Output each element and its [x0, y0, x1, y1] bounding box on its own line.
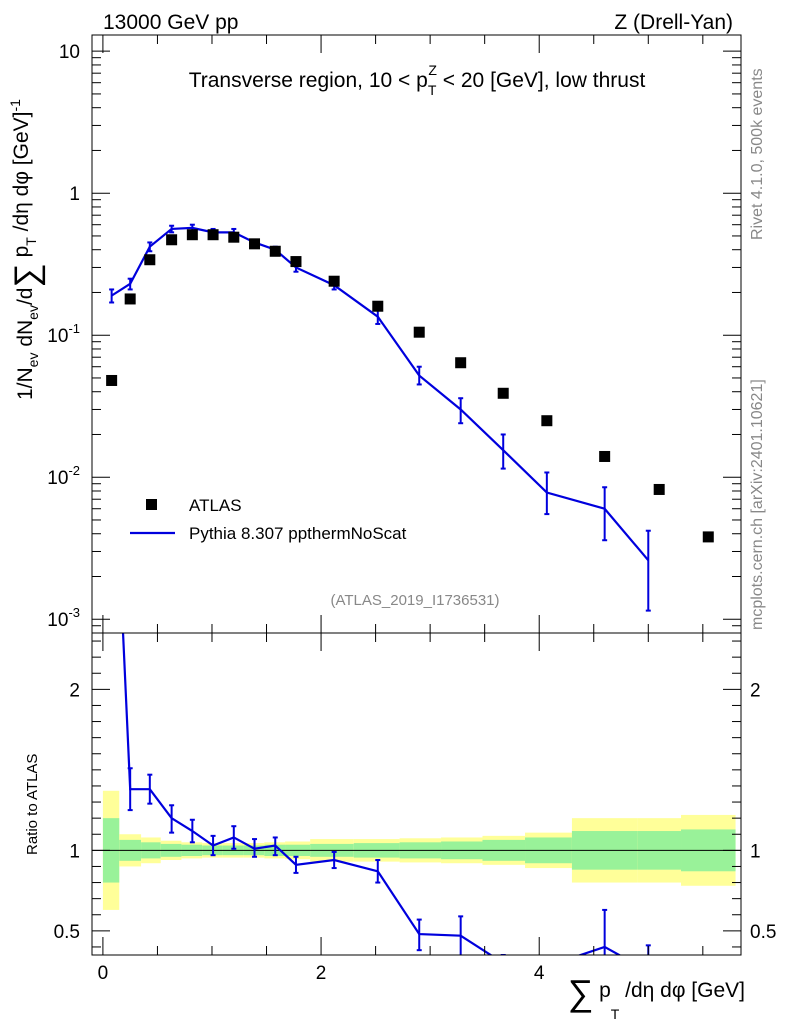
ratio-y-tick-label-right: 2	[750, 680, 761, 701]
ratio-axis-ticks: 0.5 0.5 1 1 2 2 0 2 4	[54, 633, 776, 984]
main-y-axis-label: 1/Nev dNev/d∑ pT /dη dφ [GeV]-1	[7, 99, 46, 400]
xlabel-part-a-sub: T	[611, 1006, 620, 1022]
rivet-label: Rivet 4.1.0, 500k events	[749, 68, 766, 240]
main-y-tick-label: 10-1	[47, 321, 80, 347]
atlas-data-point	[702, 531, 714, 543]
ylabel-part-b-sub: ev	[25, 305, 41, 320]
atlas-data-point	[413, 326, 425, 338]
main-y-tick-label: 1	[69, 184, 80, 205]
main-y-tick-label-base: 10	[47, 326, 68, 347]
legend-marker-atlas	[146, 499, 157, 510]
atlas-data-point	[228, 231, 240, 243]
ylabel-part-a-sub: ev	[25, 353, 41, 368]
ratio-y-axis-label: Ratio to ATLAS	[24, 754, 41, 855]
ylabel-part-a: 1/N	[14, 367, 37, 400]
legend-label-pythia: Pythia 8.307 ppthermNoScat	[189, 524, 407, 543]
main-y-tick-label-exponent: -2	[68, 463, 80, 478]
main-y-tick-label: 10-2	[47, 463, 80, 489]
ratio-panel: 0.5 0.5 1 1 2 2 0 2 4 Ratio to ATLAS ∑ pT /dη dφ…	[24, 632, 776, 1022]
energy-label: 13000 GeV pp	[103, 11, 238, 34]
main-plot-marks	[106, 223, 714, 612]
plot-title-rest: < 20 [GeV], low thrust	[437, 69, 646, 92]
ylabel-part-e-sup: -1	[7, 99, 23, 112]
main-y-tick-label: 10	[59, 42, 80, 63]
atlas-data-point	[455, 357, 467, 369]
analysis-tag: (ATLAS_2019_I1736531)	[330, 592, 499, 609]
atlas-data-point	[144, 254, 156, 266]
legend-label-atlas: ATLAS	[189, 496, 242, 515]
main-y-tick-label: 10-3	[47, 605, 80, 631]
main-y-tick-label-base: 10	[59, 42, 80, 63]
ratio-y-tick-label-left: 1	[69, 841, 80, 862]
atlas-data-point	[269, 245, 281, 257]
atlas-data-point	[541, 415, 553, 427]
plot-title-subscript: T	[428, 82, 437, 98]
atlas-data-point	[599, 450, 611, 462]
x-axis-label: ∑ pT /dη dφ [GeV]	[568, 972, 745, 1022]
ylabel-part-e: /dη dφ [GeV]	[10, 112, 33, 238]
ylabel-part-c: /d	[14, 288, 37, 306]
main-y-tick-label-base: 1	[69, 184, 80, 205]
ratio-y-tick-label-left: 2	[69, 680, 80, 701]
xlabel-part-b: /dη dφ [GeV]	[619, 979, 745, 1002]
main-y-tick-label-base: 10	[47, 610, 68, 631]
ratio-y-tick-label-right: 0.5	[750, 922, 776, 943]
ratio-plot-marks	[92, 633, 741, 955]
main-y-tick-label-base: 10	[47, 468, 68, 489]
legend: ATLAS Pythia 8.307 ppthermNoScat	[130, 496, 407, 543]
process-label: Z (Drell-Yan)	[614, 11, 733, 34]
xlabel-sum-symbol: ∑	[568, 972, 594, 1013]
main-y-tick-label-exponent: -3	[68, 605, 80, 620]
atlas-data-point	[653, 483, 665, 495]
ylabel-part-b: dN	[14, 320, 37, 353]
plot-title-main: Transverse region, 10 < p	[189, 69, 428, 92]
ratio-series-line	[121, 633, 622, 955]
plot-title-superscript: Z	[428, 62, 437, 78]
ylabel-part-d: p	[10, 246, 33, 264]
main-y-tick-label-exponent: -1	[68, 321, 80, 336]
atlas-data-point	[124, 293, 136, 305]
pythia-series-line	[111, 226, 650, 562]
xlabel-part-a: p	[593, 979, 611, 1002]
ratio-x-tick-label: 4	[534, 963, 545, 984]
ratio-y-tick-label-right: 1	[750, 841, 761, 862]
ratio-x-tick-label: 0	[98, 963, 109, 984]
atlas-data-point	[166, 234, 178, 246]
ylabel-sum-symbol: ∑	[8, 263, 46, 287]
mcplots-label: mcplots.cern.ch [arXiv:2401.10621]	[749, 379, 766, 630]
atlas-data-point	[372, 300, 384, 312]
atlas-data-point	[328, 275, 340, 287]
atlas-data-point	[207, 229, 219, 241]
ylabel-part-d-sub: T	[23, 237, 39, 246]
atlas-data-point	[290, 256, 302, 268]
atlas-data-point	[249, 238, 261, 250]
plot-title: Transverse region, 10 < pTZ < 20 [GeV], …	[189, 62, 646, 98]
atlas-data-point	[106, 374, 118, 386]
ratio-plot-frame	[91, 632, 742, 956]
atlas-data-point	[497, 387, 509, 399]
atlas-data-point	[186, 229, 198, 241]
ratio-x-tick-label: 2	[316, 963, 327, 984]
ratio-y-tick-label-left: 0.5	[54, 922, 80, 943]
